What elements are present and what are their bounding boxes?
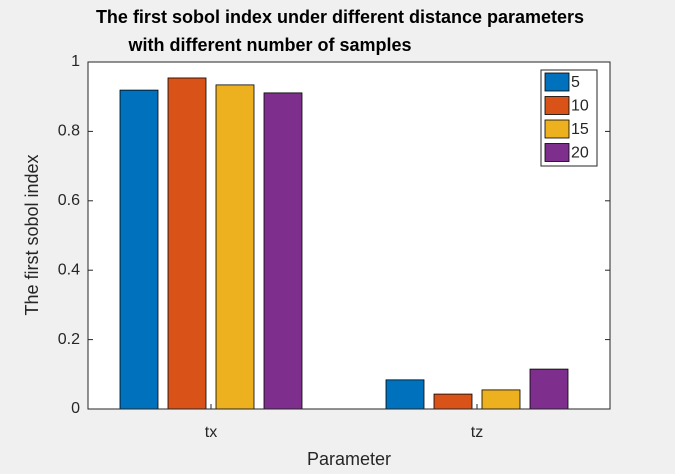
bar	[529, 368, 569, 410]
legend-swatch	[544, 96, 570, 115]
bar	[167, 77, 207, 410]
chart-title: with different number of samples	[127, 35, 411, 55]
legend-swatch	[544, 143, 570, 162]
bar	[119, 89, 159, 410]
bar	[433, 393, 473, 410]
legend-label: 10	[571, 98, 589, 115]
y-tick-label: 1	[71, 53, 80, 70]
y-tick-label: 0.4	[58, 261, 80, 278]
x-tick-label: tz	[471, 424, 483, 441]
bar	[481, 389, 521, 410]
y-axis-label: The first sobol index	[22, 154, 42, 315]
x-axis-label: Parameter	[307, 449, 391, 469]
y-tick-label: 0	[71, 400, 80, 417]
legend-swatch	[544, 119, 570, 139]
bar	[263, 92, 303, 410]
x-tick-label: tx	[205, 424, 217, 441]
y-tick-label: 0.8	[58, 123, 80, 140]
legend-swatch	[544, 72, 570, 92]
axes-box	[87, 61, 611, 410]
legend-label: 5	[571, 74, 580, 91]
legend-label: 15	[571, 121, 589, 138]
chart-title: The first sobol index under different di…	[96, 7, 584, 27]
y-tick-label: 0.2	[58, 331, 80, 348]
bar	[215, 84, 255, 410]
plot-area	[88, 62, 610, 409]
bar	[385, 379, 425, 410]
legend-label: 20	[571, 145, 589, 162]
y-tick-label: 0.6	[58, 192, 80, 209]
